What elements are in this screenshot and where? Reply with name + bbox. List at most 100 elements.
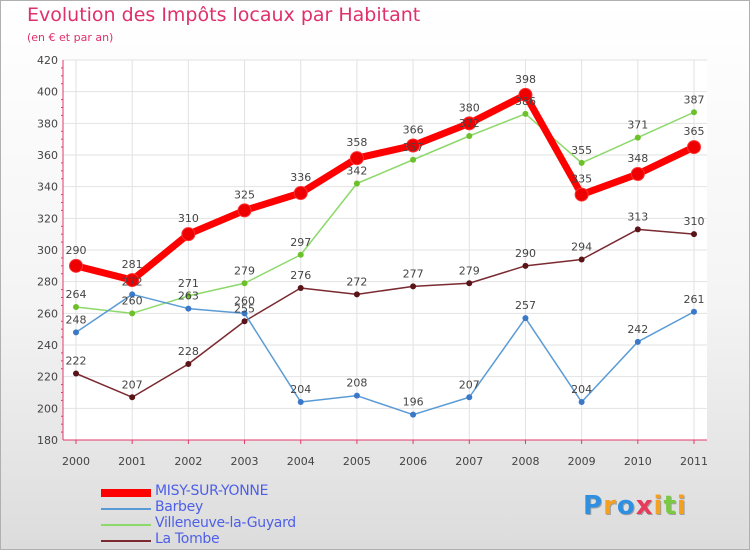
x-tick-label: 2008 — [511, 455, 539, 468]
data-label: 366 — [403, 124, 424, 137]
data-label: 355 — [571, 144, 592, 157]
data-label: 207 — [122, 378, 143, 391]
data-label: 386 — [515, 95, 536, 108]
data-label: 294 — [571, 241, 592, 254]
data-label: 272 — [122, 275, 143, 288]
data-point — [410, 411, 417, 418]
data-label: 336 — [290, 171, 311, 184]
data-label: 380 — [459, 101, 480, 114]
data-point — [241, 280, 248, 287]
data-label: 310 — [178, 212, 199, 225]
y-tick-label: 280 — [37, 276, 58, 289]
x-tick-label: 2005 — [343, 455, 371, 468]
data-point — [466, 133, 473, 139]
data-point — [241, 310, 248, 317]
data-point — [297, 399, 304, 405]
data-point — [353, 392, 360, 399]
legend-swatch — [101, 524, 151, 526]
data-point — [466, 394, 473, 401]
data-label: 387 — [684, 93, 705, 106]
data-point — [293, 186, 308, 200]
data-point — [125, 273, 140, 288]
data-point — [69, 258, 83, 273]
x-tick-label: 2006 — [399, 455, 427, 468]
x-tick-label: 2004 — [287, 455, 315, 468]
x-tick-label: 2010 — [624, 455, 652, 468]
logo-letter: i — [653, 491, 664, 521]
x-tick-label: 2007 — [455, 455, 483, 468]
data-point — [353, 291, 360, 298]
data-point — [518, 87, 533, 102]
data-point — [634, 338, 641, 345]
legend-swatch — [101, 489, 151, 497]
x-tick-label: 2003 — [231, 455, 259, 468]
data-label: 260 — [234, 294, 255, 307]
data-label: 290 — [515, 247, 536, 260]
y-tick-label: 300 — [37, 244, 58, 257]
data-label: 290 — [66, 244, 87, 257]
data-label: 335 — [571, 173, 592, 186]
series-line-0 — [75, 91, 696, 284]
data-label: 204 — [571, 383, 592, 396]
data-label: 204 — [290, 383, 311, 396]
data-point — [185, 292, 192, 299]
logo-letter: P — [583, 491, 604, 521]
y-tick-label: 220 — [37, 371, 58, 384]
data-label: 365 — [684, 125, 705, 138]
data-label: 348 — [627, 152, 648, 165]
x-tick-label: 2011 — [680, 455, 708, 468]
x-tick-label: 2001 — [118, 455, 146, 468]
data-point — [410, 283, 417, 290]
data-point — [410, 156, 417, 163]
data-label: 257 — [515, 299, 536, 312]
data-label: 260 — [122, 294, 143, 307]
data-point — [522, 262, 529, 269]
data-label: 228 — [178, 345, 199, 358]
data-point — [73, 304, 79, 310]
data-point — [691, 109, 697, 116]
data-label: 279 — [234, 264, 255, 277]
data-point — [73, 370, 79, 377]
data-point — [353, 180, 360, 187]
data-point — [522, 315, 529, 322]
data-point — [185, 361, 192, 367]
series-line-1 — [75, 293, 695, 416]
legend-label: La Tombe — [155, 531, 220, 547]
data-point — [129, 310, 136, 317]
data-point — [691, 231, 697, 238]
data-label: 248 — [66, 313, 87, 326]
data-label: 264 — [66, 288, 87, 301]
x-tick-label: 2002 — [174, 455, 202, 468]
data-label: 208 — [346, 377, 367, 390]
data-point — [466, 280, 473, 287]
data-label: 398 — [515, 73, 536, 86]
data-point — [181, 227, 196, 242]
series-line-2 — [75, 111, 695, 315]
data-label: 372 — [459, 117, 480, 130]
data-point — [578, 256, 585, 263]
data-point — [630, 167, 645, 181]
data-label: 196 — [403, 396, 424, 409]
y-tick-label: 260 — [37, 307, 58, 320]
chart-subtitle: (en € et par an) — [27, 31, 114, 44]
y-tick-label: 180 — [37, 434, 58, 447]
proxiti-logo: Proxiti — [583, 491, 687, 521]
data-label: 242 — [627, 323, 648, 336]
data-label: 222 — [66, 355, 87, 368]
data-label: 325 — [234, 188, 255, 201]
legend-swatch — [101, 540, 151, 542]
data-point — [297, 251, 304, 258]
data-label: 271 — [178, 277, 199, 290]
data-label: 342 — [346, 165, 367, 178]
logo-letter: r — [603, 491, 617, 521]
data-point — [349, 151, 364, 166]
data-point — [634, 226, 641, 233]
y-tick-label: 400 — [37, 86, 58, 99]
data-label: 310 — [684, 215, 705, 228]
data-point — [462, 116, 477, 131]
data-point — [574, 187, 589, 202]
data-point — [578, 399, 585, 405]
data-point — [297, 285, 304, 291]
